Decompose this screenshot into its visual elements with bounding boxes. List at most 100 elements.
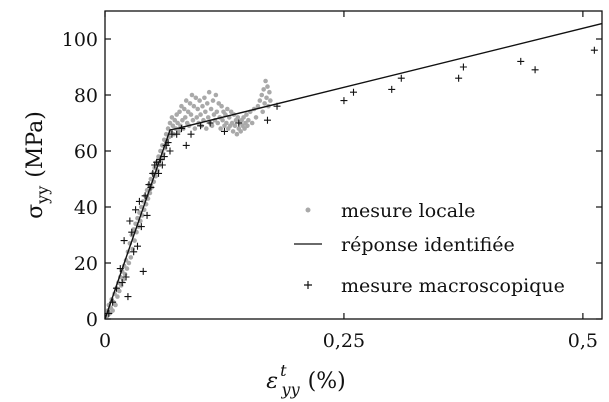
y-axis-symbol: σ: [23, 204, 48, 219]
local-measure-point: [165, 126, 171, 131]
x-tick-label: 0,25: [323, 330, 365, 352]
legend-label-fit: réponse identifiée: [341, 234, 515, 256]
x-tick-label: 0: [99, 330, 111, 352]
macro-measure-point: [139, 267, 147, 275]
legend-marker-local-dot: [305, 207, 311, 213]
local-measure-point: [198, 112, 203, 117]
x-axis-symbol: ε: [266, 369, 278, 394]
local-measure-point: [128, 255, 134, 260]
macro-measure-point: [590, 46, 598, 54]
local-measure-point: [211, 112, 217, 117]
local-measure-point: [110, 308, 115, 313]
macro-measure-point: [397, 74, 405, 82]
local-measure-point: [259, 92, 265, 98]
plot-frame: [104, 10, 603, 320]
legend-label-local: mesure locale: [341, 200, 475, 222]
macro-measure-point: [388, 85, 396, 93]
y-axis-subscript: yy: [33, 186, 52, 205]
local-measure-point: [113, 302, 118, 308]
local-measure-point: [193, 95, 199, 101]
local-measure-point: [246, 117, 251, 123]
x-axis-subscript: yy: [281, 380, 301, 399]
macro-measure-point: [147, 183, 155, 191]
x-axis-superscript: t: [280, 361, 287, 380]
macro-measure-point: [182, 141, 190, 149]
macro-measure-point: [122, 273, 130, 281]
local-measure-point: [230, 129, 236, 134]
local-measure-point: [234, 131, 240, 137]
macro-measure-point: [197, 122, 205, 130]
macro-measure-point: [173, 130, 181, 138]
macro-measure-point: [120, 237, 128, 245]
local-measure-point: [200, 103, 205, 109]
local-measure-point: [232, 123, 238, 129]
local-measure-point: [264, 95, 269, 101]
local-measure-point: [203, 109, 208, 115]
macro-measure-point: [137, 223, 145, 231]
local-measure-point: [238, 129, 244, 134]
local-measure-point: [118, 283, 124, 288]
local-measure-point: [117, 288, 122, 294]
macro-measure-point: [340, 97, 348, 105]
local-measure-point: [167, 120, 173, 126]
local-measure-point: [245, 123, 250, 129]
y-tick-label: 20: [74, 253, 98, 275]
local-measure-point: [163, 131, 169, 137]
legend-item-local: mesure locale: [305, 200, 475, 222]
macro-measure-point: [158, 161, 166, 169]
macro-measure-point: [350, 88, 357, 96]
local-measure-point: [189, 92, 195, 98]
macro-measure-point: [220, 127, 228, 135]
local-measure-point: [249, 120, 255, 126]
y-axis-unit: (MPa): [23, 111, 48, 178]
macro-measure-point: [133, 242, 141, 250]
macro-measure-point: [153, 158, 161, 166]
local-measure-point: [160, 143, 165, 148]
local-measure-point: [120, 277, 126, 283]
local-measure-point: [161, 137, 167, 143]
legend-label-macro: mesure macroscopique: [341, 275, 565, 297]
macro-measure-point: [118, 279, 126, 287]
local-measure-point: [124, 266, 130, 271]
local-measure-point: [216, 101, 222, 106]
local-measure-point: [177, 109, 182, 115]
local-measure-point: [115, 294, 120, 299]
local-measure-point: [244, 112, 249, 117]
local-measure-point: [215, 120, 221, 126]
x-tick-label: 0,5: [568, 330, 598, 352]
macro-measure-point: [177, 125, 185, 133]
macro-measure-point: [105, 309, 113, 317]
macro-measure-point: [160, 153, 168, 161]
local-measure-point: [225, 106, 230, 112]
local-measure-point: [242, 126, 247, 131]
y-tick-label: 40: [74, 197, 98, 219]
local-measure-point: [235, 115, 241, 120]
legend: mesure locale réponse identifiée mesure …: [294, 200, 565, 297]
local-measure-point: [210, 98, 216, 103]
local-measure-point: [122, 271, 128, 277]
y-axis-title: σyy (MPa): [23, 111, 52, 219]
local-measure-point: [194, 115, 200, 120]
local-measure-point: [175, 120, 180, 126]
macro-measure-point: [263, 116, 271, 124]
identified-response-path: [104, 22, 603, 320]
local-measure-point: [261, 87, 266, 92]
local-measure-point: [182, 106, 187, 112]
local-measure-point: [204, 101, 210, 106]
local-measure-point: [174, 112, 179, 117]
local-measure-point: [208, 106, 214, 112]
local-measure-point: [190, 117, 196, 123]
macro-measure-point: [517, 57, 525, 65]
macro-measure-point: [187, 130, 195, 138]
local-measure-point: [213, 92, 219, 98]
local-measure-point: [229, 120, 235, 126]
macro-measure-point: [166, 147, 174, 155]
local-measure-point: [126, 260, 132, 266]
macro-measure-point: [132, 206, 140, 214]
local-measure-point: [156, 154, 161, 159]
local-measure-point: [255, 103, 261, 109]
local-measure-points: [104, 78, 273, 319]
macro-measure-point: [531, 66, 539, 74]
local-measure-point: [172, 117, 178, 123]
y-axis-ticks: 0 20 40 60 80 100: [62, 29, 602, 331]
